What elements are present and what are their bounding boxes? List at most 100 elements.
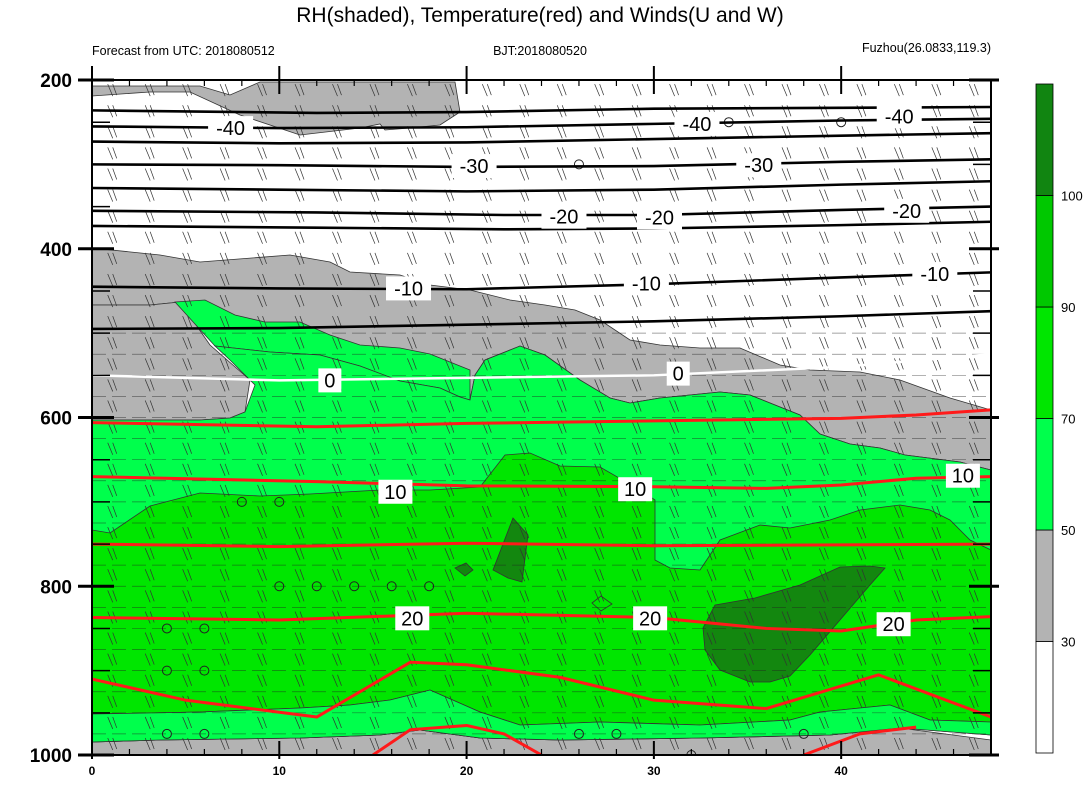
wind-barb — [257, 569, 263, 582]
wind-barb — [824, 590, 829, 602]
wind-barb — [257, 463, 263, 476]
wind-barb — [107, 126, 114, 139]
wind-barb — [299, 231, 305, 243]
contour-label: -30 — [451, 154, 497, 179]
contour-label: -40 — [674, 111, 720, 136]
wind-barb — [936, 84, 942, 96]
rh-shade-green1 — [92, 689, 991, 743]
wind-barb — [182, 147, 188, 160]
wind-barb — [899, 548, 904, 560]
wind-barb — [899, 590, 904, 602]
wind-barb — [711, 358, 717, 370]
wind-barb — [262, 695, 267, 707]
wind-barb — [519, 548, 526, 561]
contour-label-box — [451, 154, 497, 179]
wind-barb — [337, 400, 342, 412]
wind-barb — [786, 632, 792, 644]
wind-barb — [781, 294, 788, 308]
wind-barb — [594, 210, 601, 223]
wind-barb — [299, 358, 305, 370]
contour-label: 10 — [618, 477, 653, 502]
wind-barb — [407, 569, 413, 582]
wind-barb — [931, 526, 938, 540]
wind-barb — [187, 590, 192, 602]
wind-barb — [519, 674, 526, 687]
wind-barb — [556, 83, 563, 97]
wind-barb — [636, 400, 642, 412]
wind-barb — [224, 463, 230, 475]
wind-barb — [744, 189, 750, 202]
wind-barb — [968, 716, 975, 730]
wind-barb — [674, 147, 679, 159]
contour-label-box — [633, 606, 668, 631]
wind-barb — [936, 590, 942, 602]
wind-barb — [257, 273, 263, 287]
wind-barb — [706, 252, 713, 266]
wind-barb — [107, 83, 114, 97]
wind-barb — [262, 716, 267, 729]
calm-circle — [161, 623, 172, 634]
wind-barb — [112, 484, 118, 497]
wind-barb — [973, 231, 979, 243]
wind-barb — [412, 463, 417, 475]
wind-barb — [749, 252, 754, 264]
wind-barb — [781, 611, 788, 624]
wind-barb — [107, 737, 114, 751]
wind-barb — [369, 569, 376, 582]
wind-barb — [744, 252, 750, 266]
wind-barb — [187, 147, 192, 159]
wind-barb — [219, 252, 226, 266]
wind-barb — [112, 653, 118, 665]
wind-barb — [519, 231, 526, 244]
wind-barb — [107, 337, 114, 350]
wind-barb — [224, 337, 230, 349]
wind-barb — [669, 294, 675, 308]
wind-barb — [711, 400, 717, 412]
wind-barb — [786, 379, 792, 391]
wind-barb — [407, 252, 413, 266]
wind-barb — [856, 463, 863, 476]
wind-barb — [144, 210, 151, 223]
wind-barb — [674, 400, 679, 412]
wind-barb — [968, 632, 975, 645]
wind-barb — [706, 421, 713, 434]
wind-barb — [524, 569, 530, 581]
wind-barb — [894, 379, 900, 392]
wind-barb — [636, 337, 642, 349]
wind-barb — [824, 168, 829, 180]
wind-barb — [936, 189, 942, 201]
wind-barb — [631, 189, 638, 202]
wind-barb — [407, 674, 413, 687]
wind-barb — [299, 316, 305, 328]
wind-barb — [856, 168, 863, 181]
wind-barb — [486, 632, 492, 644]
wind-barb — [749, 231, 754, 243]
wind-barb — [861, 653, 867, 665]
wind-barb — [749, 695, 754, 707]
wind-barb — [936, 632, 942, 644]
wind-barb — [706, 463, 713, 476]
wind-barb — [299, 611, 305, 623]
wind-barb — [711, 674, 717, 686]
wind-barb — [486, 400, 492, 412]
wind-barb — [561, 273, 567, 286]
contour-label: -20 — [541, 204, 587, 229]
wind-barb — [711, 189, 717, 201]
wind-barb — [374, 147, 380, 159]
wind-barb — [781, 737, 788, 751]
wind-barb — [182, 674, 188, 687]
wind-barb — [824, 505, 829, 518]
wind-barb — [112, 231, 118, 243]
wind-barb — [112, 210, 118, 222]
wind-barb — [412, 716, 417, 729]
wind-barb — [219, 168, 226, 181]
contour-label: 0 — [666, 361, 690, 386]
wind-barb — [224, 252, 230, 264]
wind-barb — [144, 379, 151, 392]
wind-barb — [856, 379, 863, 392]
wind-barb — [561, 84, 567, 96]
wind-barb — [149, 463, 155, 475]
wind-barb — [262, 189, 267, 201]
wind-barb — [824, 316, 829, 328]
wind-barb — [486, 442, 492, 454]
